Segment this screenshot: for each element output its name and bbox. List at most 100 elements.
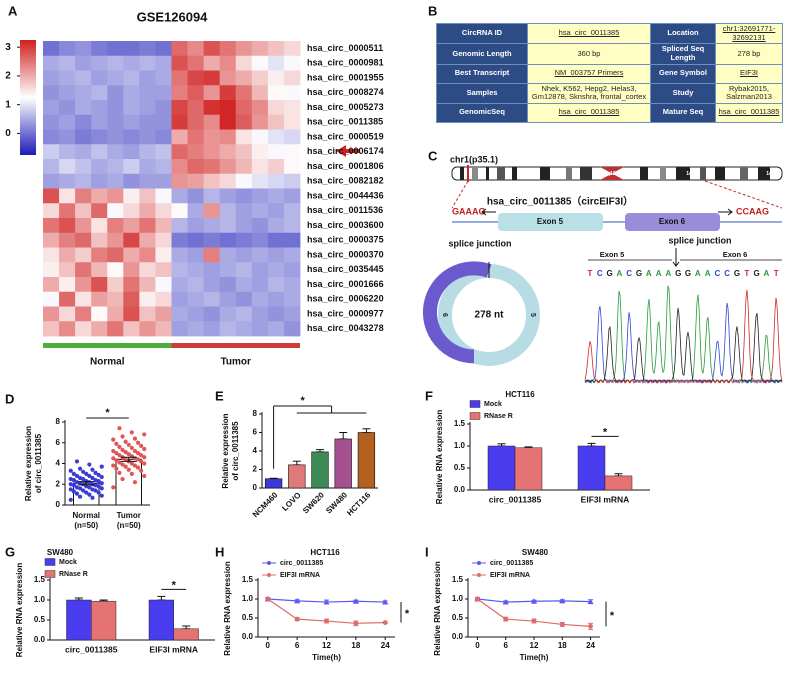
group-bar — [43, 343, 172, 348]
circ-name: hsa_circ_0011385（circEIF3I） — [487, 195, 633, 208]
data-point — [96, 490, 101, 495]
heatmap-cell — [91, 188, 108, 204]
heatmap-cell — [219, 129, 237, 145]
row-label: hsa_circ_0000977 — [307, 308, 384, 318]
heatmap-cell — [123, 306, 140, 322]
data-point — [139, 453, 144, 458]
error-bar — [292, 460, 301, 466]
heatmap-cell — [171, 173, 188, 189]
heatmap-cell — [75, 232, 92, 248]
data-point — [111, 437, 116, 442]
heatmap-cell — [43, 232, 60, 248]
row-label: hsa_circ_0000511 — [307, 43, 383, 53]
heatmap-cell — [171, 159, 188, 175]
chromosome-band — [540, 167, 550, 180]
heatmap-cell — [123, 321, 140, 337]
table-row: Samples Nhek, K562, Hepg2, Helas3, Gm1287… — [436, 82, 783, 104]
heatmap-cell — [43, 291, 60, 307]
base-letter: T — [744, 269, 749, 278]
heatmap-cell — [59, 218, 76, 234]
heatmap-cell — [123, 277, 140, 293]
heatmap-cell — [219, 144, 237, 160]
chart-title: SW480 — [47, 548, 74, 557]
heatmap-cell — [107, 41, 124, 57]
heatmap-cell — [235, 277, 253, 293]
heatmap-cell — [75, 100, 92, 116]
heatmap-cell — [139, 41, 156, 57]
table-cell: 360 bp — [527, 43, 651, 65]
heatmap-cell — [91, 218, 108, 234]
heatmap-cell — [107, 85, 124, 101]
heatmap-cell — [251, 41, 269, 57]
data-point — [77, 475, 83, 481]
marker — [382, 599, 389, 605]
junction-label: splice junction — [448, 238, 511, 248]
data-point — [77, 466, 83, 471]
zoom-line — [451, 180, 469, 209]
heatmap-cell — [251, 247, 269, 263]
heatmap-cell — [187, 203, 205, 219]
heatmap-cell — [75, 262, 92, 278]
heatmap-cell — [235, 203, 253, 219]
x-tick-label: circ_0011385 — [489, 494, 542, 504]
heatmap-cell — [43, 277, 60, 293]
data-point — [99, 493, 104, 498]
data-point — [139, 459, 144, 464]
heatmap-cell — [155, 203, 172, 219]
heatmap-cell — [107, 100, 124, 116]
heatmap-cell — [219, 114, 237, 130]
heatmap-cell — [267, 321, 285, 337]
heatmap-cell — [203, 159, 221, 175]
heatmap-cell — [187, 218, 205, 234]
data-point — [132, 480, 138, 485]
error-bar — [182, 625, 191, 630]
table-cell: 278 bp — [715, 43, 783, 65]
heatmap-cell — [219, 291, 237, 307]
heatmap-cell — [251, 291, 269, 307]
y-tick-label: 1.0 — [242, 594, 254, 603]
heatmap-cell — [187, 114, 205, 130]
heatmap-cell — [107, 173, 124, 189]
row-label: hsa_circ_0000370 — [307, 249, 384, 259]
heatmap-cell — [171, 277, 188, 293]
error-bar — [157, 595, 166, 601]
heatmap-cell — [155, 85, 172, 101]
heatmap-cell — [123, 55, 140, 71]
legend-label: circ_0011385 — [280, 560, 323, 567]
heatmap-cell — [171, 291, 188, 307]
heatmap-cell — [59, 85, 76, 101]
heatmap-cell — [75, 188, 92, 204]
heatmap-cell — [139, 129, 156, 145]
heatmap-cell — [187, 306, 205, 322]
heatmap-cell — [155, 291, 172, 307]
heatmap-cell — [123, 291, 140, 307]
band-label: 1q12 — [604, 171, 616, 177]
chromosome-band — [460, 167, 464, 180]
data-point — [81, 488, 86, 493]
heatmap-cell — [43, 114, 60, 130]
data-point — [81, 469, 86, 474]
x-tick-label: NCM460 — [251, 490, 280, 519]
y-axis-label: Relative RNA expression — [223, 561, 232, 656]
base-letter: A — [646, 269, 652, 278]
heatmap-cell — [123, 247, 140, 263]
heatmap-cell — [43, 321, 60, 337]
data-point — [84, 490, 89, 495]
significance: * — [300, 395, 305, 407]
trace — [584, 307, 783, 384]
heatmap-cell — [267, 70, 285, 86]
chart-title: SW480 — [522, 548, 549, 557]
panel-label: H — [215, 544, 224, 559]
heatmap-cell — [75, 291, 92, 307]
table-row: Best Transcript NM_003757 Primers Gene Sym… — [436, 63, 783, 84]
data-point — [90, 482, 95, 487]
bar — [173, 628, 199, 641]
heatmap-cell — [203, 114, 221, 130]
heatmap-cell — [123, 188, 140, 204]
heatmap-cell — [155, 218, 172, 234]
heatmap-cell — [91, 247, 108, 263]
heatmap-cell — [267, 247, 285, 263]
row-label: hsa_circ_0011385 — [307, 117, 383, 127]
heatmap-cell — [43, 85, 60, 101]
primer-right: CCAAG — [736, 206, 769, 216]
